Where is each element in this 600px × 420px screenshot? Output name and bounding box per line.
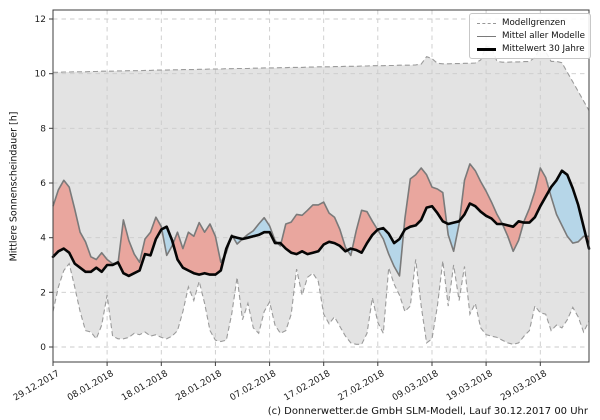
legend-label: Mittel aller Modelle [502, 31, 585, 41]
x-tick-label: 08.01.2018 [66, 369, 116, 404]
above-normal-fill [173, 222, 225, 275]
y-tick-label: 6 [40, 179, 46, 189]
above-normal-fill [403, 168, 447, 232]
x-tick-label: 18.01.2018 [120, 369, 170, 404]
model-upper-bound-line [53, 45, 590, 111]
ticks [49, 18, 541, 366]
black-line-icon [477, 47, 496, 51]
x-tick-label: 19.03.2018 [445, 369, 495, 404]
model-mean-line [52, 163, 589, 277]
x-tick-label: 28.01.2018 [174, 369, 224, 404]
y-tick-label: 4 [40, 234, 46, 244]
below-normal-fill [549, 170, 586, 244]
above-normal-fill [523, 168, 550, 223]
y-tick-label: 12 [35, 15, 46, 25]
x-tick-label: 17.02.2018 [283, 369, 333, 404]
x-tick-label: 29.12.2017 [12, 369, 62, 403]
y-tick-label: 2 [40, 288, 46, 298]
legend-item-mittelwert-30-jahre: Mittelwert 30 Jahre [477, 44, 585, 54]
legend: Modellgrenzen Mittel aller Modelle Mitte… [469, 13, 591, 59]
legend-label: Mittelwert 30 Jahre [502, 44, 585, 54]
mean-deviation-fills [53, 163, 589, 276]
above-normal-fill [352, 210, 378, 253]
x-tick-label: 29.03.2018 [499, 369, 549, 404]
x-tick-label: 07.02.2018 [228, 369, 278, 404]
y-tick-label: 0 [40, 343, 46, 353]
below-normal-fill [446, 220, 460, 252]
above-normal-fill [53, 180, 116, 272]
plot-border [52, 9, 590, 363]
y-tick-label: 10 [35, 70, 47, 80]
y-tick-label: 8 [40, 124, 46, 134]
legend-item-mittel-aller-modelle: Mittel aller Modelle [477, 31, 585, 41]
below-normal-fill [232, 217, 278, 244]
copyright-text: (c) Donnerwetter.de GmbH SLM-Modell, Lau… [267, 406, 588, 417]
model-lower-bound-line [52, 259, 590, 345]
legend-label: Modellgrenzen [502, 18, 566, 28]
mean-30y-line [51, 169, 591, 278]
above-normal-fill [459, 163, 524, 252]
legend-item-modellgrenzen: Modellgrenzen [477, 18, 584, 28]
dashed-line-icon [477, 22, 496, 24]
x-tick-label: 27.02.2018 [337, 369, 387, 404]
gray-line-icon [477, 35, 496, 37]
x-tick-label: 09.03.2018 [391, 369, 441, 404]
